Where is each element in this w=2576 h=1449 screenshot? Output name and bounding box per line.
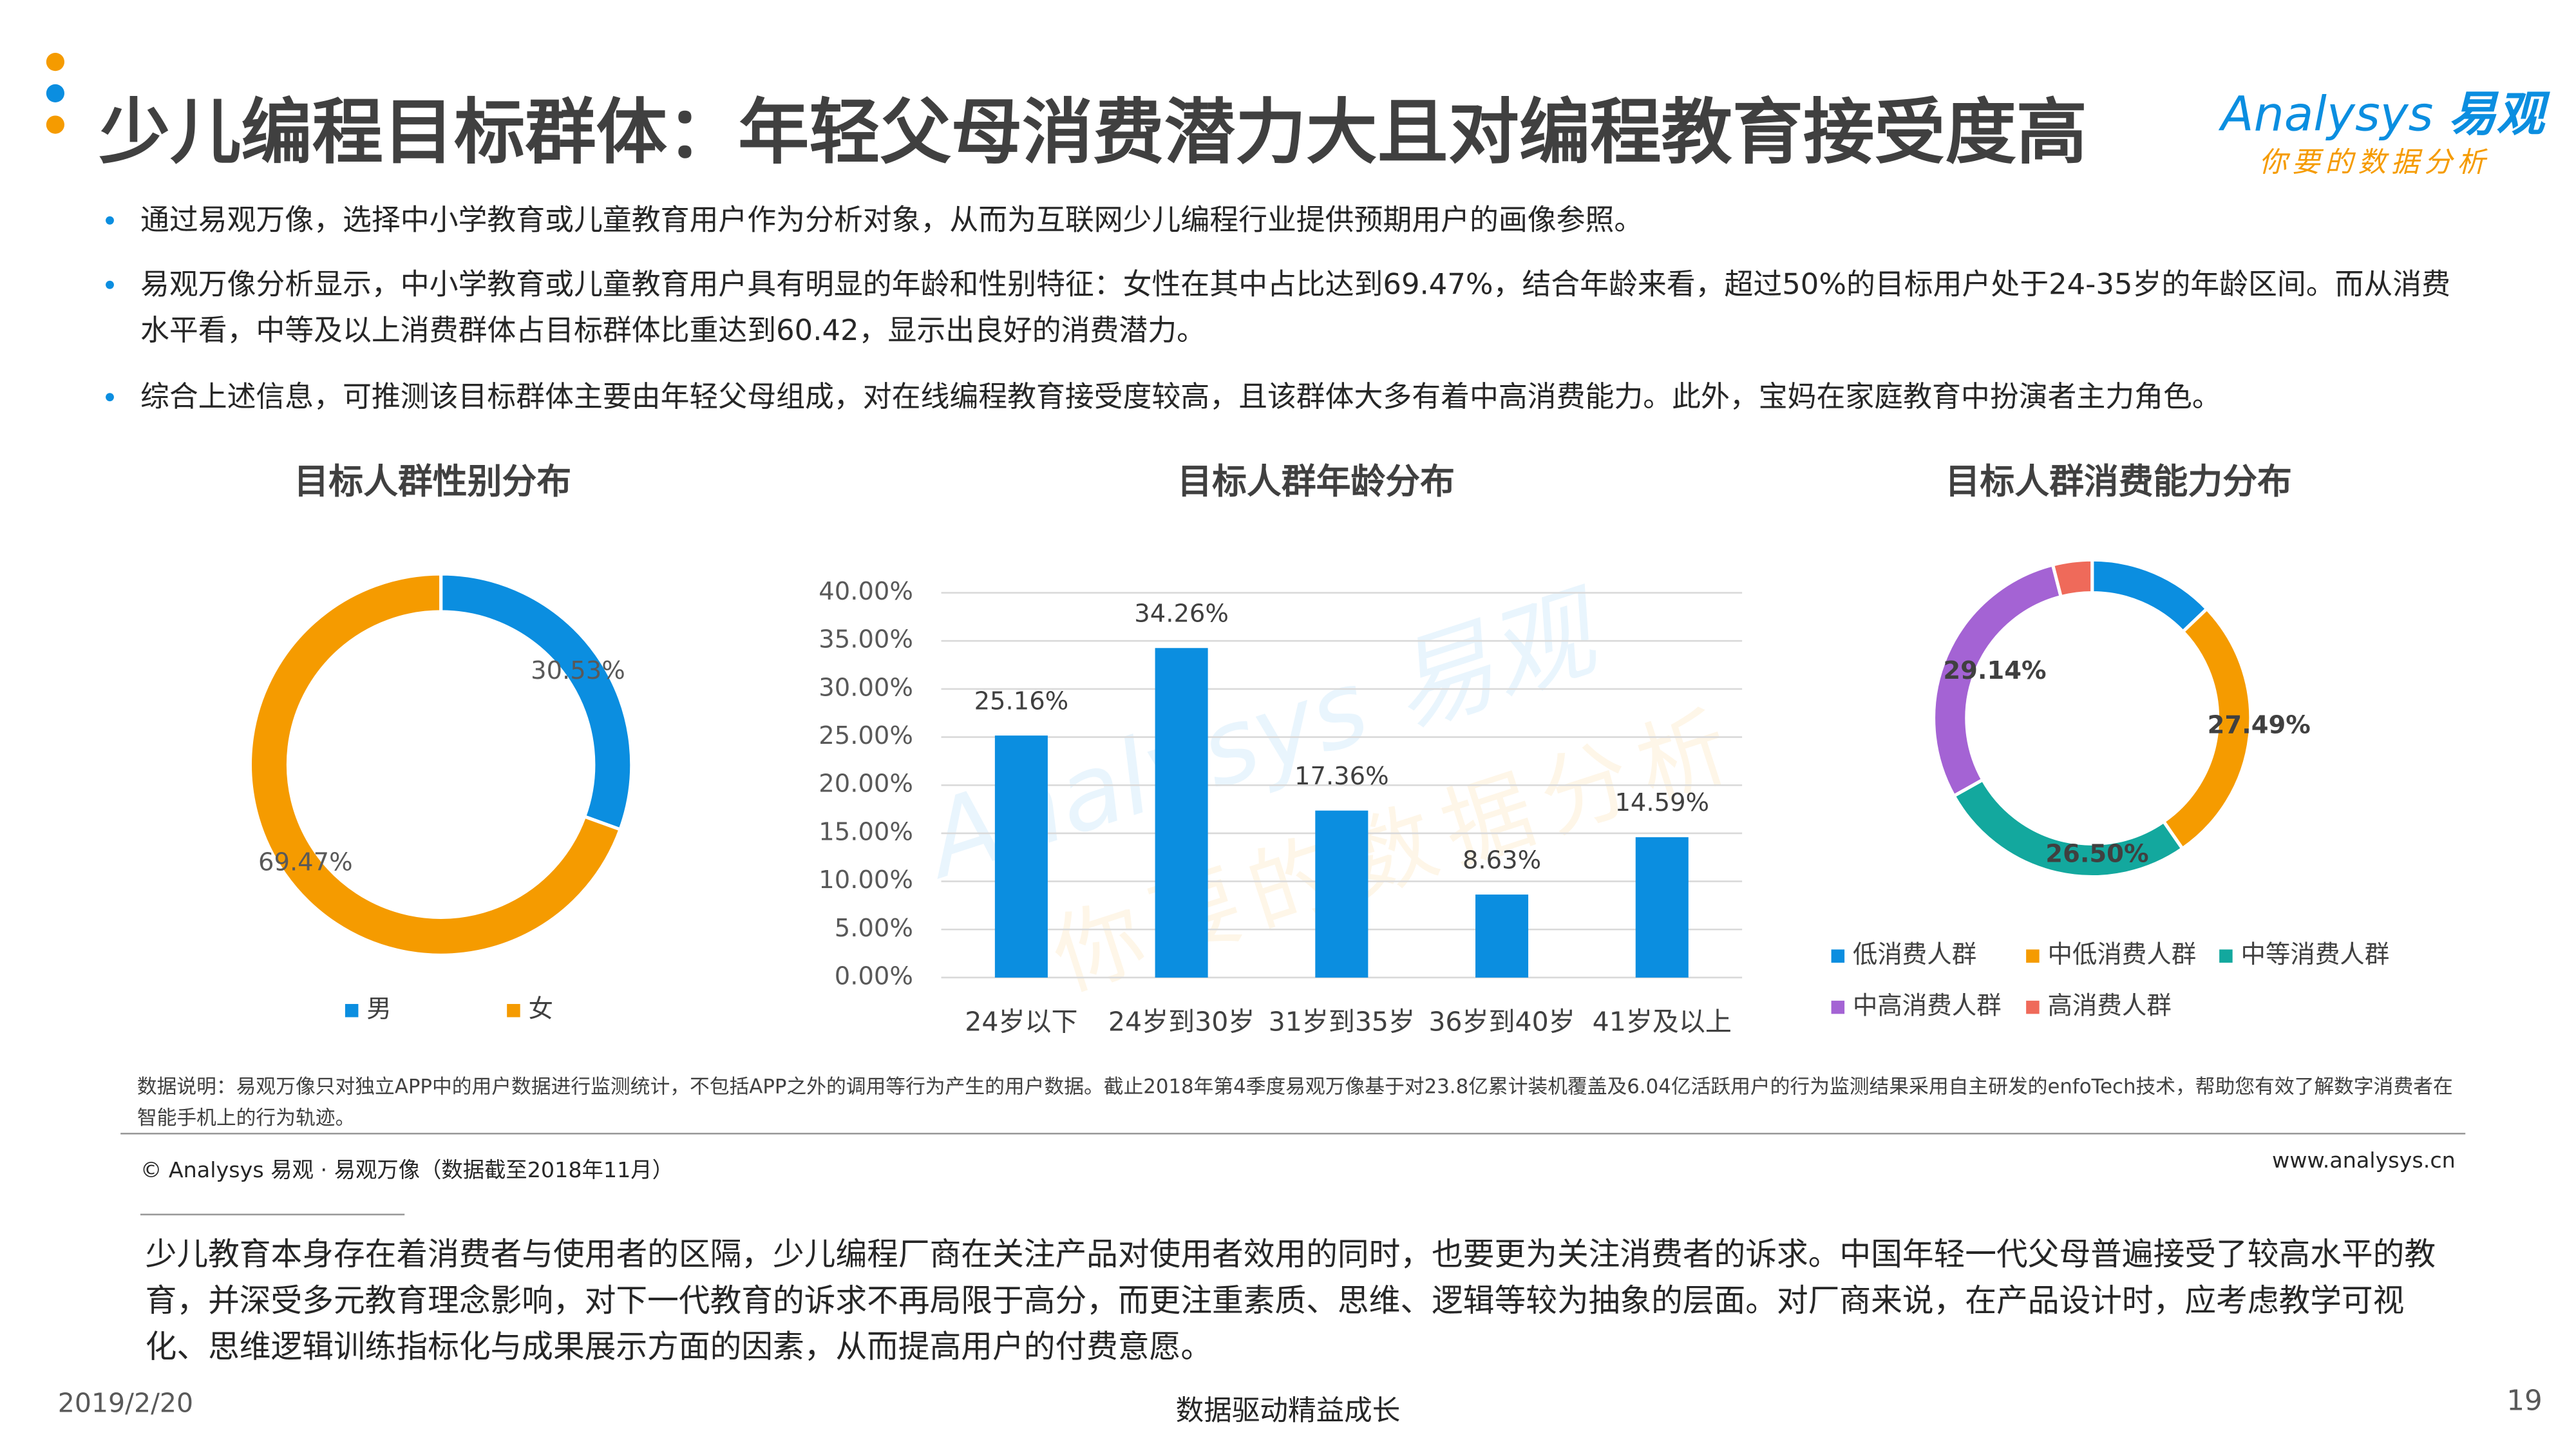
y-tick-label: 25.00% — [819, 721, 913, 750]
legend-swatch — [2219, 949, 2233, 963]
logo: Analysys 易观 — [2221, 76, 2544, 146]
legend-label: 女 — [529, 995, 553, 1024]
legend-label: 低消费人群 — [1853, 940, 1976, 969]
data-label: 8.63% — [1463, 846, 1541, 875]
y-tick-label: 35.00% — [819, 625, 913, 654]
bar — [1155, 648, 1208, 978]
data-label: 27.49% — [2208, 711, 2311, 740]
url: www.analysys.cn — [2272, 1149, 2456, 1175]
x-tick-label: 41岁及以上 — [1593, 1007, 1732, 1037]
legend-label: 中等消费人群 — [2240, 940, 2389, 969]
legend-label: 中高消费人群 — [1853, 992, 2002, 1021]
bar — [994, 735, 1048, 978]
pie-segment — [439, 572, 634, 832]
decor-dot — [46, 84, 64, 102]
pie-segment — [2050, 558, 2094, 599]
y-tick-label: 15.00% — [819, 817, 913, 846]
bullet: 易观万像分析显示，中小学教育或儿童教育用户具有明显的年龄和性别特征：女性在其中占… — [140, 269, 2451, 349]
legend-label: 高消费人群 — [2047, 992, 2171, 1021]
data-label: 17.36% — [1294, 762, 1389, 791]
chart-title: 目标人群消费能力分布 — [1946, 461, 2292, 502]
page-title: 少儿编程目标群体：年轻父母消费潜力大且对编程教育接受度高 — [99, 92, 2088, 175]
footer-date: 2019/2/20 — [57, 1387, 194, 1419]
bar — [1315, 810, 1368, 978]
data-label: 29.14% — [1943, 656, 2046, 685]
y-tick-label: 0.00% — [835, 961, 913, 990]
bullet: 综合上述信息，可推测该目标群体主要由年轻父母组成，对在线编程教育接受度较高，且该… — [140, 381, 2221, 415]
legend-swatch — [2026, 949, 2040, 963]
y-tick-label: 5.00% — [835, 914, 913, 943]
page-number: 19 — [2506, 1385, 2543, 1419]
chart-title: 目标人群性别分布 — [294, 461, 571, 502]
pie-segment — [2090, 558, 2210, 634]
pie-segment — [248, 572, 623, 957]
legend-label: 男 — [366, 995, 391, 1024]
legend-swatch — [1831, 1000, 1845, 1014]
data-label: 25.16% — [974, 687, 1069, 715]
slogan: 你要的数据分析 — [2259, 147, 2490, 180]
data-label: 69.47% — [258, 848, 353, 877]
y-tick-label: 30.00% — [819, 673, 913, 702]
x-tick-label: 36岁到40岁 — [1428, 1007, 1575, 1037]
bullet-dot — [106, 216, 114, 225]
y-tick-label: 20.00% — [819, 770, 913, 799]
bullet: 通过易观万像，选择中小学教育或儿童教育用户作为分析对象，从而为互联网少儿编程行业… — [140, 204, 1643, 238]
bullet-dot — [106, 393, 114, 402]
decor-dot — [46, 53, 64, 71]
bar — [1635, 837, 1689, 978]
legend-swatch — [1831, 949, 1845, 963]
y-tick-label: 40.00% — [819, 577, 913, 606]
y-tick-label: 10.00% — [819, 866, 913, 895]
logo-text: Analysys — [2221, 86, 2434, 142]
data-label: 26.50% — [2045, 840, 2148, 869]
legend-swatch — [2026, 1000, 2040, 1014]
data-label: 30.53% — [531, 656, 625, 685]
copyright: © Analysys 易观 · 易观万像（数据截至2018年11月） — [140, 1159, 674, 1184]
bar — [1475, 895, 1529, 978]
summary-paragraph: 少儿教育本身存在着消费者与使用者的区隔，少儿编程厂商在关注产品对使用者效用的同时… — [145, 1236, 2436, 1366]
divider — [120, 1132, 2466, 1135]
logo-cn: 易观 — [2448, 86, 2544, 142]
legend-swatch — [345, 1003, 359, 1018]
x-tick-label: 24岁以下 — [965, 1007, 1077, 1037]
data-note: 数据说明：易观万像只对独立APP中的用户数据进行监测统计，不包括APP之外的调用… — [137, 1075, 2453, 1130]
data-label: 14.59% — [1615, 788, 1709, 817]
bullet-dot — [106, 280, 114, 289]
data-label: 34.26% — [1134, 599, 1229, 628]
footer-slogan: 数据驱动精益成长 — [1175, 1395, 1401, 1428]
chart-title: 目标人群年龄分布 — [1177, 461, 1455, 502]
x-tick-label: 31岁到35岁 — [1269, 1007, 1415, 1037]
legend-label: 中低消费人群 — [2047, 940, 2196, 969]
legend-swatch — [507, 1003, 520, 1018]
decor-dot — [46, 115, 64, 134]
divider — [140, 1213, 405, 1216]
x-tick-label: 24岁到30岁 — [1108, 1007, 1255, 1037]
